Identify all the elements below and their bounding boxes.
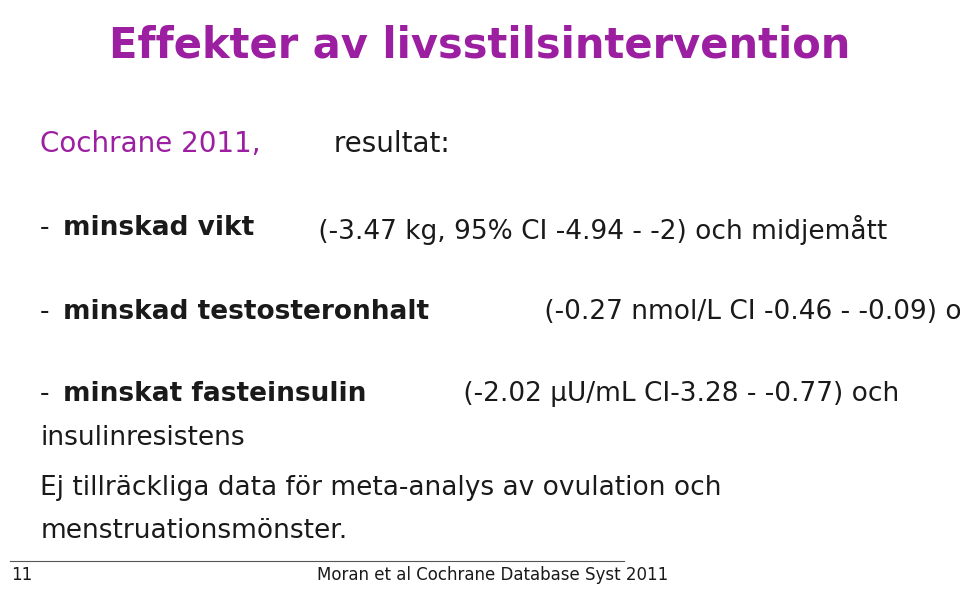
- Text: insulinresistens: insulinresistens: [40, 425, 245, 451]
- Text: minskat fasteinsulin: minskat fasteinsulin: [63, 381, 367, 407]
- Text: menstruationsmönster.: menstruationsmönster.: [40, 518, 348, 544]
- Text: Ej tillräckliga data för meta-analys av ovulation och: Ej tillräckliga data för meta-analys av …: [40, 475, 722, 501]
- Text: -: -: [40, 215, 59, 241]
- Text: minskad testosteronhalt: minskad testosteronhalt: [63, 299, 429, 325]
- Text: -: -: [40, 299, 59, 325]
- Text: (-0.27 nmol/L CI -0.46 - -0.09) och hirsutism: (-0.27 nmol/L CI -0.46 - -0.09) och hirs…: [536, 299, 960, 325]
- Text: minskad vikt: minskad vikt: [63, 215, 254, 241]
- Text: (-2.02 μU/mL CI-3.28 - -0.77) och: (-2.02 μU/mL CI-3.28 - -0.77) och: [455, 381, 900, 407]
- Text: resultat:: resultat:: [325, 130, 449, 158]
- Text: Effekter av livsstilsintervention: Effekter av livsstilsintervention: [109, 24, 851, 66]
- Text: -: -: [40, 381, 59, 407]
- Text: (-3.47 kg, 95% CI -4.94 - -2) och midjemått: (-3.47 kg, 95% CI -4.94 - -2) och midjem…: [310, 215, 887, 245]
- Text: Moran et al Cochrane Database Syst 2011: Moran et al Cochrane Database Syst 2011: [317, 566, 668, 584]
- Text: 11: 11: [12, 566, 33, 584]
- Text: Cochrane 2011,: Cochrane 2011,: [40, 130, 261, 158]
